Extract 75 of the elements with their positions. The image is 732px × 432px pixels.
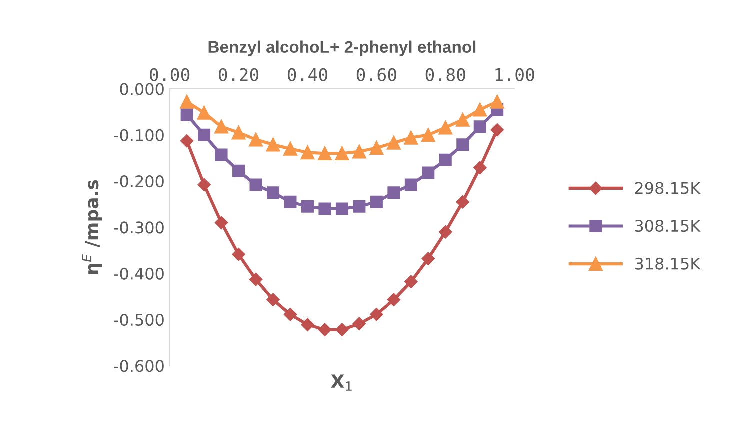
x-tick-label: 0.00 [150,68,190,82]
point [456,138,470,152]
point [473,102,488,117]
point [300,146,315,160]
point [284,142,298,156]
point [180,108,194,122]
point [438,120,453,135]
point [387,293,401,306]
point [249,273,263,286]
point [301,200,314,213]
point [352,144,366,159]
point [232,164,246,178]
legend-label: 308.15K [635,220,701,232]
y-tick-label: -0.200 [114,176,164,188]
y-tick-label: -0.500 [114,314,164,326]
point [180,134,194,148]
point [335,146,350,161]
point [370,196,383,208]
point [284,308,298,322]
x-axis-title: X$_{1}$ [331,374,352,391]
point [197,106,212,120]
point [474,120,486,134]
point [352,317,366,330]
point [490,123,504,137]
point [267,186,280,200]
point [214,216,228,230]
point [266,138,280,152]
point [266,293,280,306]
point [404,275,418,288]
point [318,202,332,216]
point [439,154,452,166]
point [214,120,228,134]
point [318,146,332,161]
x-tick-label: 0.40 [288,68,328,82]
x-tick-label: 0.80 [426,68,466,82]
point [353,200,366,213]
point [422,166,435,180]
point [318,323,332,336]
legend-label: 298.15K [635,182,701,194]
point [284,196,297,208]
point [421,128,436,142]
point [198,178,211,192]
point [474,161,487,174]
chart-title: Benzyl alcohoL+ 2-phenyl ethanol [208,40,476,56]
point [180,94,194,109]
point [232,248,246,262]
point [490,94,504,109]
y-tick-label: -0.600 [114,360,164,372]
point [456,112,470,127]
y-tick-label: -0.300 [114,222,164,234]
x-tick-label: 0.60 [356,68,396,82]
point [370,141,384,156]
y-tick-label: -0.100 [114,129,164,142]
point [439,225,452,239]
point [336,202,348,216]
point [388,186,400,200]
x-tick-label: 1.00 [496,68,534,82]
point [249,132,263,147]
y-axis-title: η$^{E}$ /mpa.s [82,180,102,274]
point [404,130,418,145]
x-tick-label: 0.20 [219,68,259,82]
point [336,323,349,336]
point [404,178,418,192]
point [422,252,435,266]
point [250,178,262,192]
legend-label: 318.15K [635,258,701,270]
point [301,318,314,332]
point [370,308,384,322]
point [386,136,401,150]
point [232,126,246,140]
point [456,195,470,209]
y-tick-label: -0.400 [114,268,164,280]
y-tick-label: 0.000 [120,83,164,96]
point [198,128,211,142]
point [215,148,228,162]
